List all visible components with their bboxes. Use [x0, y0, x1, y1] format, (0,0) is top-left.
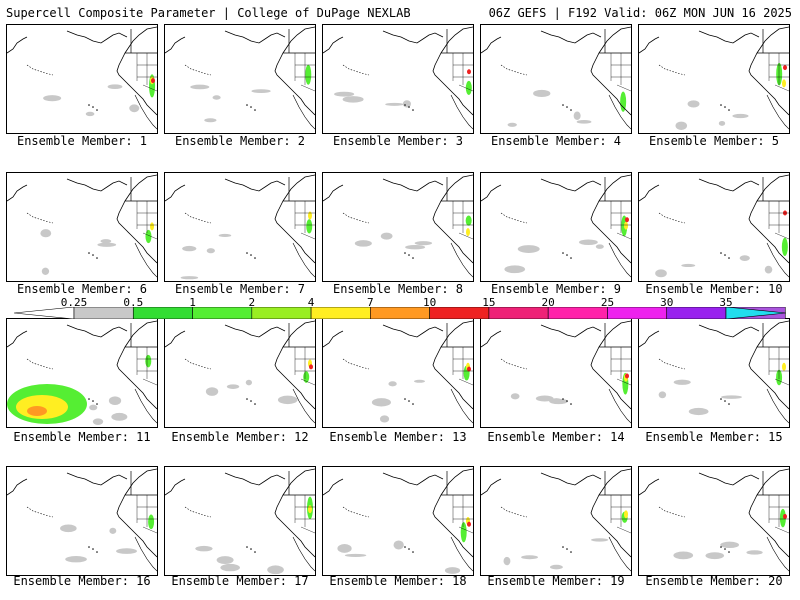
- colorbar-segment: [429, 307, 490, 319]
- ensemble-member-label: Ensemble Member: 14: [487, 430, 625, 444]
- ensemble-map-panel: [322, 466, 474, 576]
- map-canvas: [165, 320, 315, 424]
- ensemble-member-label: Ensemble Member: 18: [329, 574, 467, 588]
- ensemble-map-panel: [480, 318, 632, 428]
- map-canvas: [323, 26, 473, 130]
- map-canvas: [323, 174, 473, 278]
- colorbar-segment: [666, 307, 727, 319]
- colorbar-tick-label: 35: [719, 296, 733, 309]
- ensemble-map-panel: [480, 172, 632, 282]
- colorbar-segment: [370, 307, 430, 319]
- ensemble-member-label: Ensemble Member: 13: [329, 430, 467, 444]
- map-title: Supercell Composite Parameter | College …: [6, 6, 411, 20]
- ensemble-map-panel: [638, 318, 790, 428]
- map-canvas: [7, 174, 157, 278]
- map-canvas: [481, 174, 631, 278]
- ensemble-member-label: Ensemble Member: 17: [171, 574, 309, 588]
- color-scale-bar: [14, 307, 786, 319]
- map-canvas: [165, 174, 315, 280]
- ensemble-member-label: Ensemble Member: 1: [16, 134, 148, 148]
- ensemble-member-label: Ensemble Member: 11: [13, 430, 151, 444]
- colorbar-right-tip: [725, 307, 786, 319]
- map-canvas: [165, 468, 315, 575]
- colorbar-tick-label: 10: [423, 296, 437, 309]
- colorbar-segment: [607, 307, 668, 319]
- ensemble-map-panel: [164, 466, 316, 576]
- colorbar-segment: [547, 307, 608, 319]
- colorbar-tick-label: 7: [367, 296, 374, 309]
- map-canvas: [639, 468, 789, 572]
- colorbar-tick-label: 0.5: [123, 296, 144, 309]
- colorbar-tick-label: 25: [600, 296, 615, 309]
- map-canvas: [323, 320, 473, 424]
- ensemble-map-panel: [322, 172, 474, 282]
- ensemble-map-panel: [638, 466, 790, 576]
- colorbar-segment: [251, 307, 312, 319]
- ensemble-member-label: Ensemble Member: 6: [16, 282, 148, 296]
- ensemble-map-panel: [164, 318, 316, 428]
- map-canvas: [7, 26, 157, 130]
- colorbar-segment: [192, 307, 253, 319]
- map-canvas: [639, 26, 789, 130]
- map-canvas: [639, 174, 789, 278]
- map-canvas: [165, 26, 315, 130]
- colorbar-tick-label: 20: [541, 296, 555, 309]
- run-valid-time: 06Z GEFS | F192 Valid: 06Z MON JUN 16 20…: [488, 6, 792, 20]
- ensemble-member-label: Ensemble Member: 10: [645, 282, 783, 296]
- ensemble-map-panel: [638, 24, 790, 134]
- ensemble-map-panel: [164, 172, 316, 282]
- ensemble-member-label: Ensemble Member: 15: [645, 430, 783, 444]
- colorbar-tick-label: 1: [189, 296, 196, 309]
- colorbar-tick-label: 2: [248, 296, 256, 309]
- colorbar-tick-label: 15: [482, 296, 496, 309]
- colorbar-segment: [310, 307, 371, 319]
- ensemble-map-panel: [6, 466, 158, 576]
- ensemble-map-panel: [164, 24, 316, 134]
- map-canvas: [323, 468, 473, 574]
- ensemble-map-panel: [6, 318, 158, 428]
- map-canvas: [481, 468, 631, 572]
- colorbar-tick-label: 4: [307, 296, 315, 309]
- ensemble-member-label: Ensemble Member: 20: [645, 574, 783, 588]
- ensemble-member-label: Ensemble Member: 16: [13, 574, 151, 588]
- ensemble-map-panel: [480, 24, 632, 134]
- colorbar-tick-label: 0.25: [60, 296, 88, 309]
- ensemble-map-panel: [322, 318, 474, 428]
- ensemble-member-label: Ensemble Member: 3: [332, 134, 464, 148]
- ensemble-map-panel: [6, 24, 158, 134]
- ensemble-member-label: Ensemble Member: 7: [174, 282, 306, 296]
- colorbar-segment: [488, 307, 549, 319]
- colorbar-tick-label: 30: [660, 296, 674, 309]
- ensemble-member-label: Ensemble Member: 9: [490, 282, 622, 296]
- map-canvas: [481, 320, 631, 424]
- map-canvas: [481, 26, 631, 130]
- ensemble-map-panel: [638, 172, 790, 282]
- map-canvas: [7, 320, 157, 425]
- ensemble-map-panel: [6, 172, 158, 282]
- ensemble-member-label: Ensemble Member: 5: [648, 134, 780, 148]
- ensemble-member-label: Ensemble Member: 4: [490, 134, 622, 148]
- map-canvas: [7, 468, 157, 572]
- ensemble-member-label: Ensemble Member: 2: [174, 134, 306, 148]
- ensemble-member-label: Ensemble Member: 8: [332, 282, 464, 296]
- map-canvas: [639, 320, 789, 424]
- ensemble-map-panel: [322, 24, 474, 134]
- ensemble-member-label: Ensemble Member: 12: [171, 430, 309, 444]
- ensemble-member-label: Ensemble Member: 19: [487, 574, 625, 588]
- ensemble-map-panel: [480, 466, 632, 576]
